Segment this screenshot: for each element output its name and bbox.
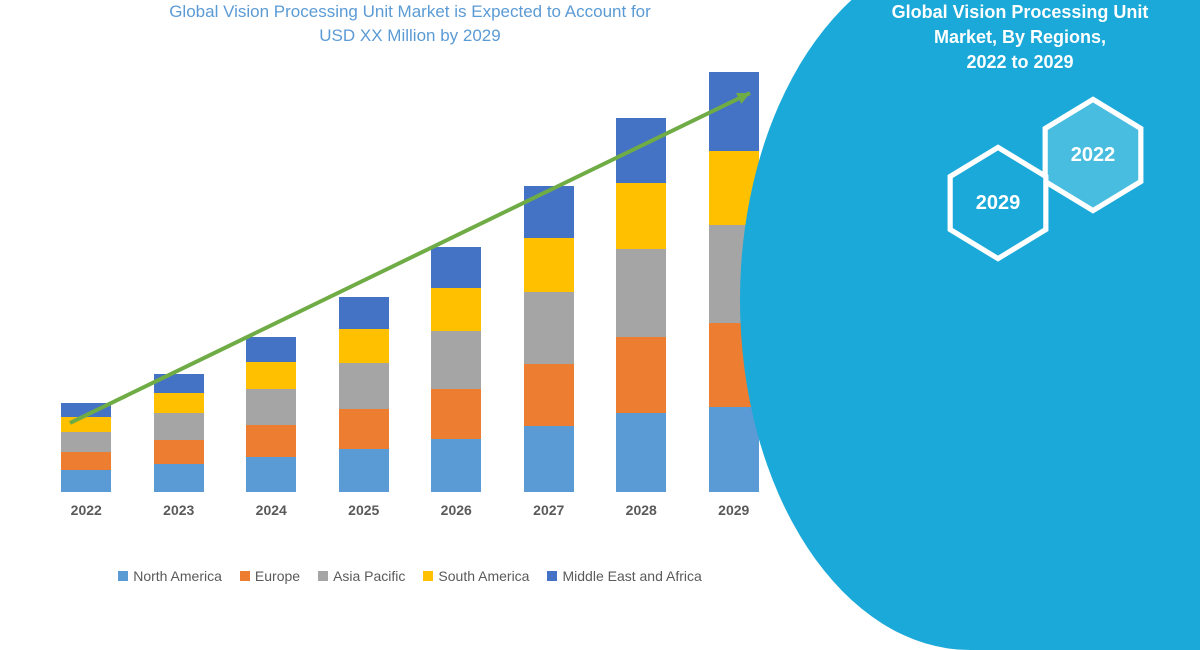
bar-segment [431, 247, 481, 288]
bar-column: 2024 [225, 337, 318, 518]
chart-panel: Global Vision Processing Unit Market is … [0, 0, 820, 600]
bar-stack [246, 337, 296, 492]
legend-item: North America [118, 568, 222, 584]
bar-segment [246, 337, 296, 362]
legend-label: South America [438, 568, 529, 584]
bar-stack [154, 374, 204, 492]
bar-segment [246, 425, 296, 457]
legend-item: Middle East and Africa [547, 568, 701, 584]
x-axis-label: 2022 [71, 502, 102, 518]
hex-2022: 2022 [1041, 95, 1145, 215]
side-title-line1: Global Vision Processing Unit [892, 2, 1149, 22]
side-title-line2: Market, By Regions, [934, 27, 1106, 47]
bar-segment [246, 362, 296, 389]
bar-segment [616, 183, 666, 249]
bar-segment [154, 393, 204, 413]
hex-2022-label: 2022 [1071, 144, 1116, 167]
bar-segment [709, 407, 759, 492]
chart-title-line1: Global Vision Processing Unit Market is … [169, 2, 651, 21]
bar-stack [431, 247, 481, 492]
bar-segment [431, 288, 481, 331]
bar-segment [524, 364, 574, 426]
bar-segment [616, 118, 666, 183]
bar-segment [339, 329, 389, 363]
bar-segment [616, 249, 666, 337]
bar-stack [616, 118, 666, 492]
research-line2: MARKETS [979, 331, 1081, 353]
bar-stack [524, 186, 574, 492]
x-axis-label: 2029 [718, 502, 749, 518]
bar-segment [339, 363, 389, 409]
bar-segment [246, 457, 296, 492]
bar-column: 2028 [595, 118, 688, 518]
bar-column: 2025 [318, 297, 411, 518]
x-axis-label: 2028 [626, 502, 657, 518]
bar-segment [431, 439, 481, 492]
legend-swatch [240, 571, 250, 581]
legend-swatch [118, 571, 128, 581]
legend-swatch [547, 571, 557, 581]
bar-column: 2022 [40, 403, 133, 518]
chart-area: 2022 2023 2024 2025 2026 2027 2028 2029 [40, 78, 780, 518]
bar-segment [431, 389, 481, 439]
bar-segment [339, 297, 389, 329]
bar-segment [524, 292, 574, 364]
bar-segment [154, 440, 204, 464]
bar-segment [616, 413, 666, 492]
bar-segment [61, 452, 111, 470]
legend-label: Europe [255, 568, 300, 584]
legend-label: Middle East and Africa [562, 568, 701, 584]
bar-stack [61, 403, 111, 492]
x-axis-label: 2024 [256, 502, 287, 518]
bar-segment [524, 186, 574, 238]
bar-segment [61, 432, 111, 452]
x-axis-label: 2027 [533, 502, 564, 518]
bar-column: 2023 [133, 374, 226, 518]
legend-label: North America [133, 568, 222, 584]
bar-segment [61, 417, 111, 432]
bar-segment [154, 413, 204, 440]
bar-segment [524, 238, 574, 292]
research-line1: RESEARCH FOR [947, 303, 1113, 325]
research-label: RESEARCH FOR MARKETS [900, 300, 1160, 356]
hex-2029-label: 2029 [976, 192, 1021, 215]
hex-2029: 2029 [946, 143, 1050, 263]
x-axis-label: 2025 [348, 502, 379, 518]
side-panel: Global Vision Processing Unit Market, By… [820, 0, 1200, 600]
legend-item: Asia Pacific [318, 568, 405, 584]
side-title: Global Vision Processing Unit Market, By… [860, 0, 1180, 76]
bar-column: 2026 [410, 247, 503, 518]
chart-title-line2: USD XX Million by 2029 [319, 26, 500, 45]
bar-segment [339, 449, 389, 492]
legend: North America Europe Asia Pacific South Ame… [40, 568, 780, 584]
bar-container: 2022 2023 2024 2025 2026 2027 2028 2029 [40, 78, 780, 518]
chart-title: Global Vision Processing Unit Market is … [40, 0, 780, 48]
legend-item: South America [423, 568, 529, 584]
bar-segment [431, 331, 481, 389]
bar-segment [246, 389, 296, 425]
bar-segment [61, 470, 111, 492]
bar-column: 2027 [503, 186, 596, 518]
bar-segment [339, 409, 389, 449]
bar-stack [339, 297, 389, 492]
hex-group: 2022 2029 [925, 95, 1145, 265]
x-axis-label: 2026 [441, 502, 472, 518]
side-title-line3: 2022 to 2029 [966, 52, 1073, 72]
legend-item: Europe [240, 568, 300, 584]
x-axis-label: 2023 [163, 502, 194, 518]
bar-segment [524, 426, 574, 492]
bar-segment [154, 374, 204, 393]
bar-segment [616, 337, 666, 413]
bar-segment [154, 464, 204, 492]
bar-segment [709, 72, 759, 151]
bar-segment [61, 403, 111, 417]
legend-swatch [318, 571, 328, 581]
legend-label: Asia Pacific [333, 568, 405, 584]
legend-swatch [423, 571, 433, 581]
